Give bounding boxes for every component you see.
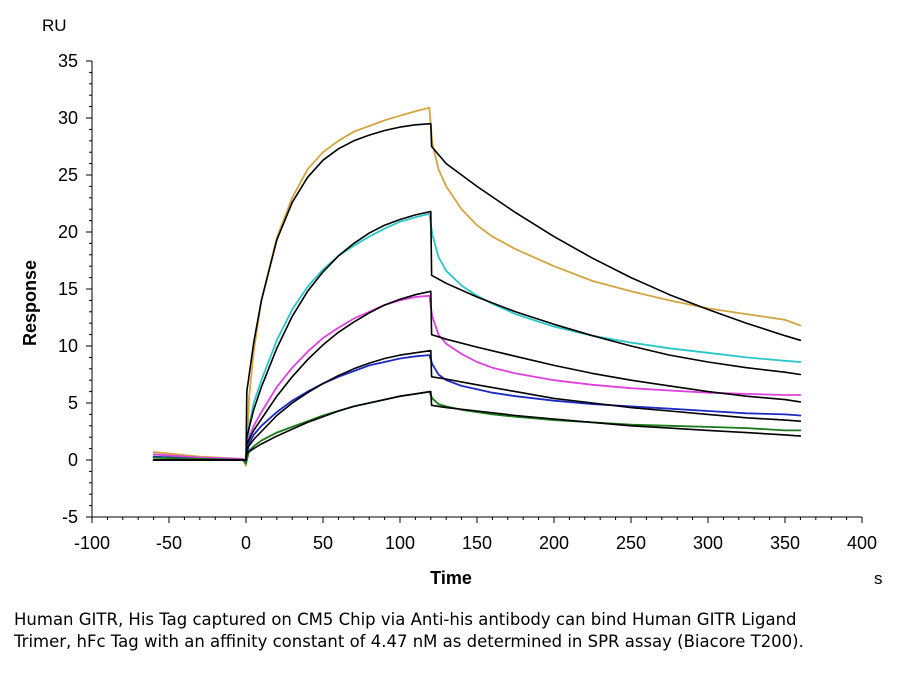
y-axis-ticks: -5 0 5 10 15 20 25 30 35 xyxy=(58,51,92,527)
y-tick-label: 25 xyxy=(58,165,78,185)
x-tick-label: 250 xyxy=(616,533,646,553)
fit-curve-line-7 xyxy=(152,210,802,461)
y-tick-label: 15 xyxy=(58,279,78,299)
x-tick-label: -50 xyxy=(156,533,182,553)
x-tick-label: 400 xyxy=(847,533,877,553)
x-tick-label: 50 xyxy=(313,533,333,553)
axes xyxy=(91,61,862,518)
response-curve-line-3 xyxy=(152,294,802,465)
response-curve-line-2 xyxy=(152,212,802,465)
x-tick-label: 200 xyxy=(539,533,569,553)
x-axis-title: Time xyxy=(430,568,472,588)
y-tick-label: 20 xyxy=(58,222,78,242)
y-tick-label: 35 xyxy=(58,51,78,71)
x-tick-label: 300 xyxy=(693,533,723,553)
x-tick-label: 100 xyxy=(385,533,415,553)
y-axis-title: Response xyxy=(20,260,40,346)
figure-caption: Human GITR, His Tag captured on CM5 Chip… xyxy=(14,610,804,651)
x-tick-label: -100 xyxy=(74,533,110,553)
series-layer xyxy=(152,106,802,467)
x-tick-label: 0 xyxy=(241,533,251,553)
x-unit-label: s xyxy=(874,569,883,588)
x-tick-label: 350 xyxy=(770,533,800,553)
y-unit-label: RU xyxy=(42,16,67,35)
response-curve-line-1 xyxy=(152,106,802,467)
fit-curve-line-8 xyxy=(152,290,802,461)
x-axis-ticks: -100 -50 0 50 100 150 200 250 300 350 400 xyxy=(74,517,877,553)
response-curve-line-4 xyxy=(152,354,802,465)
fit-curve-line-6 xyxy=(152,122,802,461)
y-tick-label: 10 xyxy=(58,336,78,356)
fit-curve-line-9 xyxy=(152,349,802,461)
response-curve-line-5 xyxy=(152,390,802,465)
y-tick-label: 5 xyxy=(68,393,78,413)
x-tick-label: 150 xyxy=(462,533,492,553)
y-tick-label: 0 xyxy=(68,450,78,470)
y-tick-label: -5 xyxy=(62,507,78,527)
fit-curve-line-10 xyxy=(152,390,802,461)
y-tick-label: 30 xyxy=(58,108,78,128)
